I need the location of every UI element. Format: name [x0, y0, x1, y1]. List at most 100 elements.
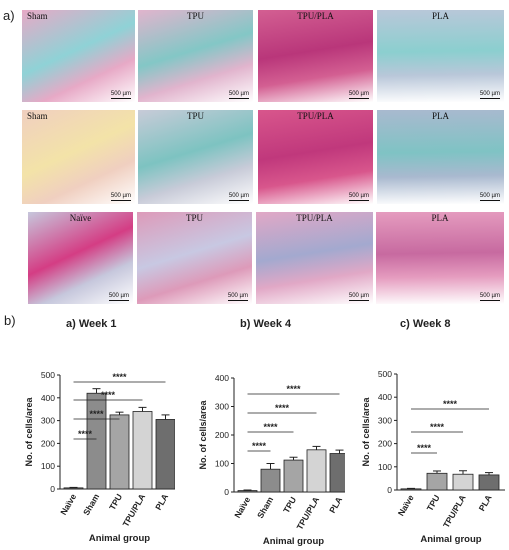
panel-b-label: b): [4, 313, 16, 328]
scale-bar: 500 µm: [108, 293, 129, 301]
x-tick-label: TPU: [107, 492, 124, 512]
y-tick-label: 200: [215, 430, 229, 440]
micrograph-r1-c4: PLA 500 µm: [377, 10, 504, 102]
significance-label: ****: [443, 399, 458, 409]
scale-bar: 500 µm: [227, 293, 248, 301]
week1-chart: 0 100 200 300 400 500 No. of cells/area Naïve Sh…: [24, 370, 175, 544]
x-tick-label: TPU: [281, 495, 298, 515]
bar-na-ve: [400, 488, 422, 491]
significance-label: ****: [417, 443, 432, 453]
y-tick-label: 400: [215, 373, 229, 383]
y-tick-label: 100: [41, 461, 55, 471]
week1-title: a) Week 1: [66, 318, 117, 330]
x-axis-title: Animal group: [263, 536, 324, 547]
micrograph-label: Sham: [27, 11, 48, 21]
significance-label: ****: [252, 441, 267, 451]
x-tick-label: TPU/PLA: [441, 493, 468, 530]
significance-label: ****: [89, 409, 104, 419]
x-tick-label: Sham: [255, 495, 275, 520]
y-tick-label: 300: [41, 416, 55, 426]
y-tick-label: 500: [41, 370, 55, 380]
micrograph-label: TPU/PLA: [296, 213, 333, 223]
bar-tpu: [283, 459, 304, 493]
micrograph-r2-c1: Sham 500 µm: [22, 110, 135, 204]
bar-pla: [478, 474, 500, 491]
micrograph-label: PLA: [431, 111, 449, 121]
y-tick-label: 400: [41, 393, 55, 403]
micrograph-label: TPU/PLA: [297, 11, 334, 21]
y-axis-title: No. of cells/area: [24, 396, 34, 466]
bar-tpu-pla: [452, 473, 474, 491]
y-tick-label: 200: [41, 438, 55, 448]
y-tick-label: 400: [378, 392, 392, 402]
x-tick-label: Naïve: [58, 492, 78, 517]
bar-na-ve: [237, 490, 258, 493]
significance-label: ****: [112, 372, 127, 382]
micrograph-r3-c2: TPU 500 µm: [137, 212, 252, 304]
scale-bar: 500 µm: [348, 91, 369, 99]
scale-bar: 500 µm: [228, 91, 249, 99]
micrograph-r2-c2: TPU 500 µm: [138, 110, 253, 204]
y-axis-title: No. of cells/area: [198, 399, 208, 469]
micrograph-r3-c1: Naïve 500 µm: [28, 212, 133, 304]
scale-bar: 500 µm: [348, 293, 369, 301]
bar-na-ve: [63, 487, 84, 490]
y-tick-label: 500: [378, 369, 392, 379]
x-tick-label: TPU: [425, 493, 442, 513]
micrograph-r1-c1: Sham 500 µm: [22, 10, 135, 102]
week8-chart: 0 100 200 300 400 500 No. of cells/area Naïve TP…: [361, 369, 505, 545]
x-tick-label: TPU/PLA: [120, 492, 147, 529]
micrograph-r2-c3: TPU/PLA 500 µm: [258, 110, 373, 204]
x-tick-label: Naïve: [396, 493, 416, 518]
week4-title: b) Week 4: [240, 318, 292, 330]
bar-tpu-pla: [132, 411, 153, 490]
y-tick-label: 300: [215, 402, 229, 412]
micrograph-r3-c4: PLA 500 µm: [376, 212, 504, 304]
y-tick-label: 200: [378, 439, 392, 449]
scale-bar: 500 µm: [479, 91, 500, 99]
micrograph-label: TPU: [186, 111, 204, 121]
significance-label: ****: [286, 384, 301, 394]
y-tick-label: 100: [378, 462, 392, 472]
micrograph-label: PLA: [431, 213, 449, 223]
significance-label: ****: [263, 422, 278, 432]
scale-bar: 500 µm: [348, 193, 369, 201]
y-tick-label: 0: [224, 487, 229, 497]
x-tick-label: TPU/PLA: [294, 495, 321, 532]
x-tick-label: PLA: [153, 492, 170, 512]
micrograph-r3-c3: TPU/PLA 500 µm: [256, 212, 373, 304]
bar-tpu: [109, 414, 130, 490]
micrograph-label: TPU/PLA: [297, 111, 334, 121]
micrograph-r1-c3: TPU/PLA 500 µm: [258, 10, 373, 102]
scale-bar: 500 µm: [479, 293, 500, 301]
y-tick-label: 0: [50, 484, 55, 494]
bar-sham: [86, 392, 107, 490]
scale-bar: 500 µm: [479, 193, 500, 201]
scale-bar: 500 µm: [110, 91, 131, 99]
bar-tpu-pla: [306, 449, 327, 493]
significance-label: ****: [78, 429, 93, 439]
micrograph-r2-c4: PLA 500 µm: [377, 110, 504, 204]
micrograph-label: Naïve: [69, 213, 92, 223]
significance-label: ****: [101, 390, 116, 400]
x-tick-label: Sham: [81, 492, 101, 517]
week4-chart: 0 100 200 300 400 No. of cells/area Naïve Sham T…: [198, 373, 345, 547]
x-axis-title: Animal group: [89, 533, 150, 544]
x-tick-label: Naïve: [232, 495, 252, 520]
significance-label: ****: [275, 403, 290, 413]
x-tick-label: PLA: [477, 493, 494, 513]
scale-bar: 500 µm: [110, 193, 131, 201]
micrograph-label: Sham: [27, 111, 48, 121]
bar-sham: [260, 468, 281, 493]
y-axis-title: No. of cells/area: [361, 396, 371, 466]
y-tick-label: 0: [387, 485, 392, 495]
micrograph-label: PLA: [431, 11, 449, 21]
micrograph-label: TPU: [185, 213, 203, 223]
y-tick-label: 100: [215, 459, 229, 469]
week8-title: c) Week 8: [400, 318, 451, 330]
significance-label: ****: [430, 422, 445, 432]
micrograph-r1-c2: TPU 500 µm: [138, 10, 253, 102]
scale-bar: 500 µm: [228, 193, 249, 201]
micrograph-label: TPU: [186, 11, 204, 21]
bar-tpu: [426, 472, 448, 491]
